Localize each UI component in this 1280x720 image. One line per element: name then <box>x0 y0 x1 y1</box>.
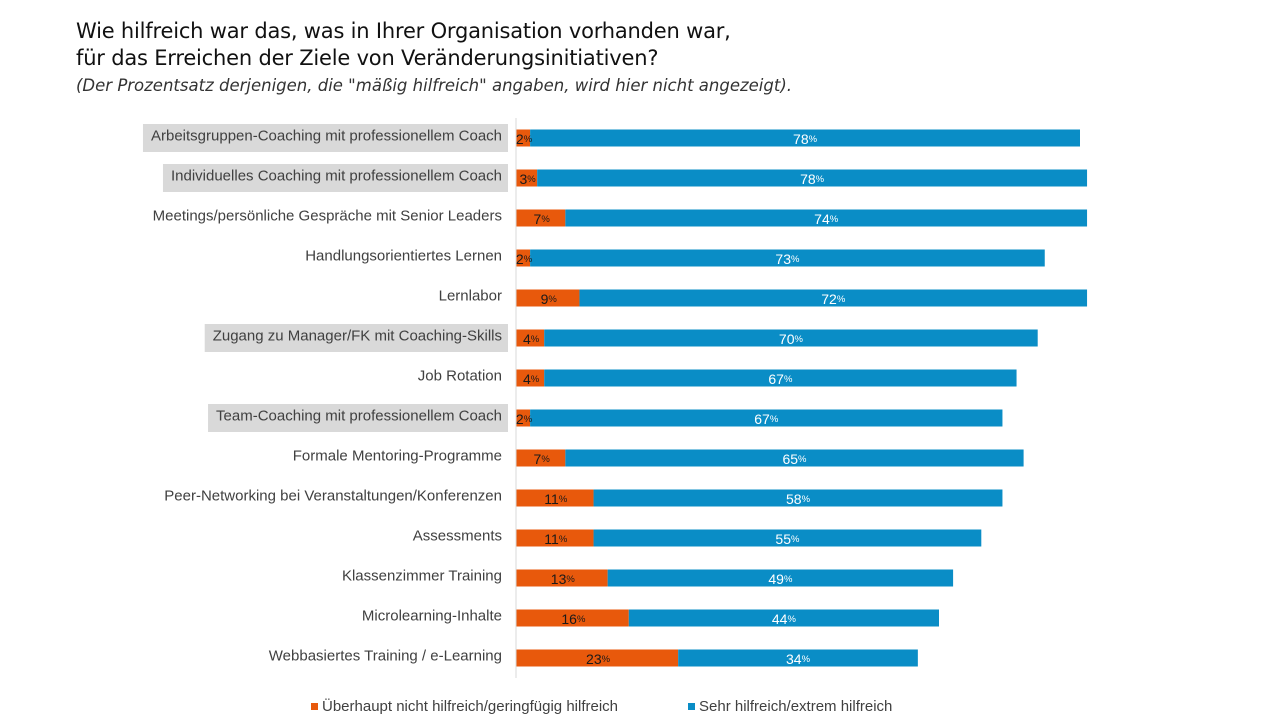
bar-segment-orange-4 <box>516 289 580 307</box>
bar-segment-blue-11 <box>607 569 954 587</box>
bar-segment-blue-8 <box>565 449 1024 467</box>
category-label-4: Lernlabor <box>439 288 502 305</box>
bar-segment-blue-5 <box>544 329 1038 347</box>
value-label-orange-8: 7% <box>534 451 551 467</box>
chart-title: Wie hilfreich war das, was in Ihrer Orga… <box>76 18 731 72</box>
chart-subtitle: (Der Prozentsatz derjenigen, die "mäßig … <box>76 76 793 95</box>
bar-segment-orange-1 <box>516 169 538 187</box>
category-label-1: Individuelles Coaching mit professionell… <box>171 168 502 185</box>
bar-segment-orange-9 <box>516 489 594 507</box>
value-label-blue-3: 73% <box>775 251 800 267</box>
category-label-13: Webbasiertes Training / e-Learning <box>269 648 502 665</box>
bar-segment-blue-2 <box>565 209 1088 227</box>
value-label-blue-2: 74% <box>814 211 839 227</box>
bar-segment-orange-2 <box>516 209 566 227</box>
value-label-blue-0: 78% <box>793 131 818 147</box>
value-label-orange-0: 2% <box>516 131 533 147</box>
category-label-0: Arbeitsgruppen-Coaching mit professionel… <box>151 128 502 145</box>
bar-segment-orange-11 <box>516 569 608 587</box>
bar-segment-blue-12 <box>628 609 939 627</box>
value-label-blue-9: 58% <box>786 491 811 507</box>
value-label-orange-4: 9% <box>541 291 558 307</box>
bar-segment-blue-3 <box>530 249 1045 267</box>
value-label-orange-12: 16% <box>561 611 586 627</box>
value-label-orange-9: 11% <box>544 491 568 507</box>
category-highlight-5 <box>204 324 508 352</box>
bar-segment-blue-7 <box>530 409 1003 427</box>
bar-segment-blue-6 <box>544 369 1017 387</box>
bar-segment-orange-12 <box>516 609 629 627</box>
legend-label-0: Überhaupt nicht hilfreich/geringfügig hi… <box>322 697 619 715</box>
bar-segment-orange-13 <box>516 649 679 667</box>
value-label-orange-13: 23% <box>586 651 611 667</box>
chart-title-line-2: für das Erreichen der Ziele von Veränder… <box>76 46 659 70</box>
value-label-orange-7: 2% <box>516 411 533 427</box>
category-label-11: Klassenzimmer Training <box>342 568 502 585</box>
legend-swatch-0 <box>311 702 318 710</box>
category-highlight-0 <box>142 124 508 152</box>
value-label-orange-5: 4% <box>523 331 540 347</box>
value-label-blue-7: 67% <box>754 411 779 427</box>
bar-segment-orange-8 <box>516 449 566 467</box>
value-label-blue-13: 34% <box>786 651 811 667</box>
bar-segment-orange-10 <box>516 529 594 547</box>
bar-segment-blue-13 <box>678 649 918 667</box>
stacked-bar-chart: Arbeitsgruppen-Coaching mit professionel… <box>142 118 1088 678</box>
value-label-blue-12: 44% <box>772 611 797 627</box>
chart-title-line-1: Wie hilfreich war das, was in Ihrer Orga… <box>76 19 731 43</box>
category-label-5: Zugang zu Manager/FK mit Coaching-Skills <box>213 328 502 345</box>
category-label-2: Meetings/persönliche Gespräche mit Senio… <box>153 208 502 225</box>
value-label-orange-2: 7% <box>534 211 551 227</box>
category-label-9: Peer-Networking bei Veranstaltungen/Konf… <box>164 488 502 505</box>
bar-segment-blue-10 <box>593 529 982 547</box>
legend-swatch-1 <box>688 702 695 710</box>
category-label-8: Formale Mentoring-Programme <box>293 448 502 465</box>
category-label-10: Assessments <box>413 528 502 545</box>
value-label-blue-1: 78% <box>800 171 825 187</box>
bar-segment-blue-9 <box>593 489 1003 507</box>
value-label-blue-8: 65% <box>782 451 807 467</box>
value-label-blue-5: 70% <box>779 331 804 347</box>
bar-segment-orange-6 <box>516 369 545 387</box>
value-label-orange-11: 13% <box>551 571 576 587</box>
legend-item-1: Sehr hilfreich/extrem hilfreich <box>688 696 892 716</box>
bar-segment-blue-4 <box>579 289 1088 307</box>
value-label-blue-6: 67% <box>768 371 793 387</box>
category-label-6: Job Rotation <box>418 368 502 385</box>
value-label-blue-4: 72% <box>821 291 846 307</box>
value-label-blue-10: 55% <box>775 531 800 547</box>
category-highlight-1 <box>162 164 508 192</box>
value-label-orange-6: 4% <box>523 371 540 387</box>
value-label-orange-1: 3% <box>519 171 536 187</box>
bar-segment-blue-1 <box>537 169 1088 187</box>
bar-segment-blue-0 <box>530 129 1080 147</box>
category-label-7: Team-Coaching mit professionellem Coach <box>216 408 502 425</box>
value-label-blue-11: 49% <box>768 571 793 587</box>
bar-segment-orange-3 <box>516 249 531 267</box>
bar-segment-orange-5 <box>516 329 545 347</box>
category-label-3: Handlungsorientiertes Lernen <box>305 248 502 265</box>
category-highlight-7 <box>208 404 508 432</box>
bar-segment-orange-0 <box>516 129 531 147</box>
category-label-12: Microlearning-Inhalte <box>362 608 502 625</box>
value-label-orange-10: 11% <box>544 531 568 547</box>
legend-item-0: Überhaupt nicht hilfreich/geringfügig hi… <box>311 696 618 716</box>
value-label-orange-3: 2% <box>516 251 533 267</box>
legend-label-1: Sehr hilfreich/extrem hilfreich <box>699 697 893 715</box>
bar-segment-orange-7 <box>516 409 531 427</box>
